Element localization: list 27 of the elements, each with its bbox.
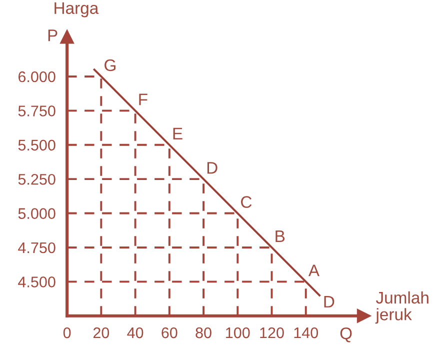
y-tick-label: 5.250 <box>18 174 56 185</box>
annotation: A <box>308 264 320 276</box>
x-tick-label: 140 <box>294 327 318 338</box>
annotation: E <box>173 128 182 140</box>
x-axis-title: Jumlah jeruk <box>375 291 428 324</box>
annotation: F <box>139 94 148 106</box>
text: P <box>48 30 58 42</box>
annotation: B <box>276 230 285 242</box>
legend-label: D <box>324 296 334 308</box>
y-tick-label: 5.000 <box>18 208 56 219</box>
y-axis-title: Harga <box>54 2 99 18</box>
x-tick-label: 20 <box>93 327 110 338</box>
y-tick-label: 5.750 <box>18 106 56 116</box>
x-tick-label: 100 <box>226 327 250 338</box>
x-tick-label: 60 <box>162 327 178 338</box>
y-tick-label: 5.500 <box>18 140 56 151</box>
annotation: C <box>241 196 252 208</box>
y-tick-label: 4.500 <box>18 276 56 288</box>
x-tick-label: 40 <box>127 327 144 338</box>
x-tick-label: 120 <box>260 327 284 338</box>
x-tick-label: 80 <box>196 327 212 338</box>
text: Q <box>340 327 352 342</box>
x-tick-label: 0 <box>63 327 71 338</box>
annotation: G <box>104 59 116 72</box>
annotation: D <box>207 162 218 174</box>
y-tick-label: 6.000 <box>18 71 56 82</box>
y-tick-label: 4.750 <box>18 242 56 254</box>
